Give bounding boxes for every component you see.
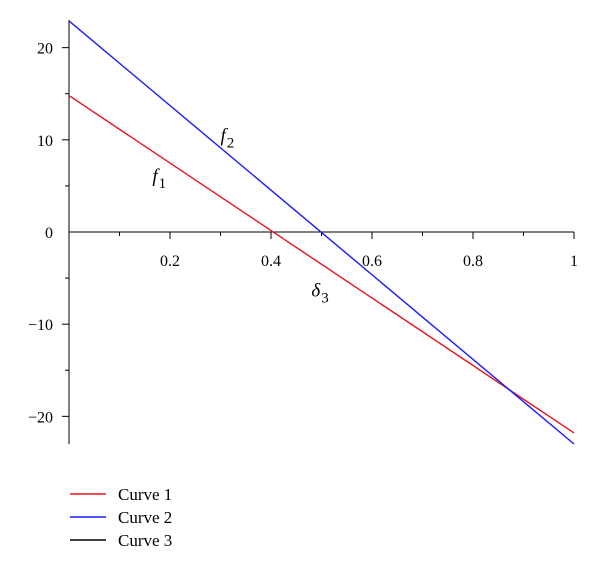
legend-label-1: Curve 1 [118, 485, 172, 504]
annotation-base: δ [311, 281, 321, 302]
annotation-base: f [221, 126, 229, 147]
series-line-1 [68, 95, 575, 434]
annotation-label: f1 [152, 166, 166, 192]
x-tick-label: 0.6 [362, 253, 382, 270]
annotation-subscript: 2 [227, 136, 235, 152]
ticks: 0.2 0.4 0.6 0.8 1 20 10 0 −10 −20 [28, 41, 578, 427]
x-tick-label: 0.4 [261, 253, 281, 270]
y-tick-label: 20 [37, 41, 53, 58]
annotation-label: δ3 [311, 281, 328, 307]
y-tick-label: 10 [37, 133, 53, 150]
y-tick-label: −20 [28, 409, 53, 426]
y-tick-label: −10 [28, 317, 53, 334]
y-tick-label: 0 [45, 225, 53, 242]
x-tick-label: 1 [570, 253, 578, 270]
legend-label-3: Curve 3 [118, 531, 172, 550]
legend-label-2: Curve 2 [118, 508, 172, 527]
annotation-subscript: 3 [321, 291, 329, 307]
annotation-label: f2 [221, 126, 235, 152]
legend: Curve 1 Curve 2 Curve 3 [70, 485, 172, 550]
x-tick-label: 0.2 [160, 253, 180, 270]
annotation-subscript: 1 [159, 176, 167, 192]
series-line-2 [68, 20, 575, 445]
x-tick-label: 0.8 [463, 253, 483, 270]
series-lines [68, 20, 575, 445]
annotation-base: f [152, 166, 160, 187]
